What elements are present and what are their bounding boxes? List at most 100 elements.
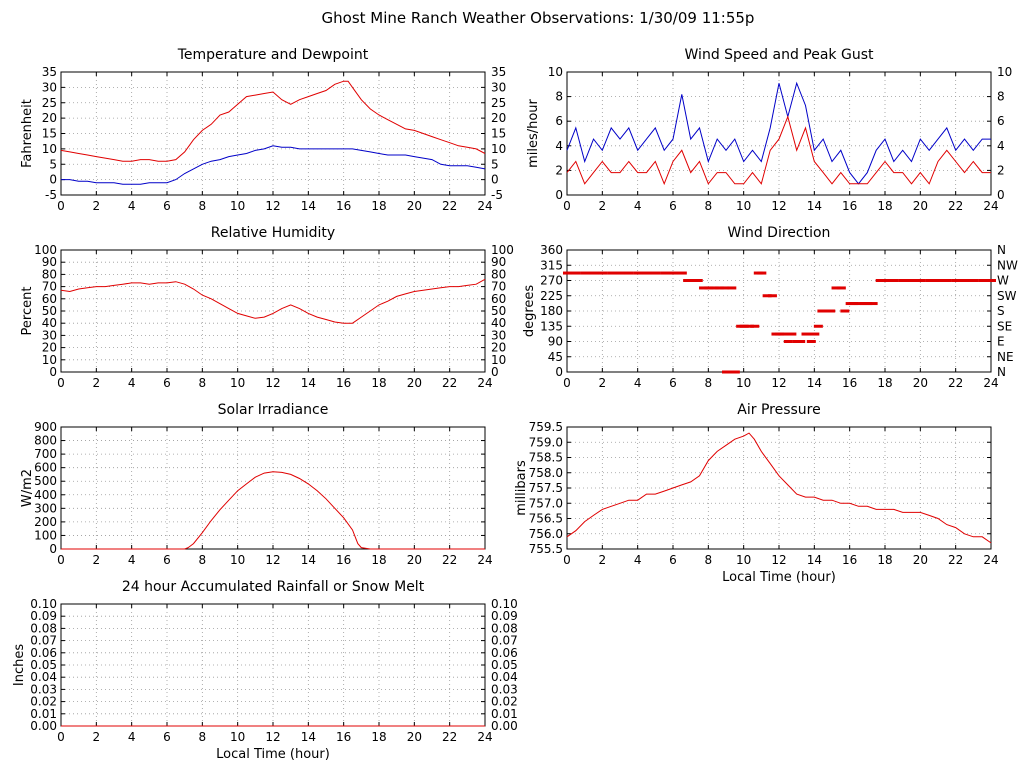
y-tick-label: 900 [34, 420, 57, 434]
y-tick-label: 0 [49, 365, 57, 379]
y-tick-label-right: SE [997, 319, 1012, 333]
y-tick-label: 100 [34, 528, 57, 542]
chart-title: Air Pressure [737, 402, 820, 418]
x-tick-label: 20 [407, 199, 422, 213]
x-tick-label: 4 [634, 199, 642, 213]
y-tick-label-right: 5 [491, 157, 499, 171]
x-tick-label: 18 [877, 553, 892, 567]
y-tick-label: 90 [548, 335, 563, 349]
chart-title: Relative Humidity [211, 225, 335, 241]
x-tick-label: 4 [634, 376, 642, 390]
chart-title: Solar Irradiance [218, 402, 329, 418]
y-tick-label: 6 [555, 114, 563, 128]
y-tick-label: 60 [42, 292, 57, 306]
x-tick-label: 0 [57, 730, 65, 744]
data-point [709, 286, 719, 290]
y-tick-label: 180 [540, 304, 563, 318]
y-tick-label: 20 [42, 341, 57, 355]
data-point [744, 324, 754, 328]
x-tick-label: 18 [371, 730, 386, 744]
data-point [813, 324, 823, 328]
x-tick-label: 10 [230, 730, 245, 744]
series-line-0 [60, 278, 486, 324]
x-tick-label: 16 [336, 376, 351, 390]
data-point [875, 279, 885, 282]
y-tick-label: 0.02 [30, 695, 57, 709]
y-tick-label-right: 0.05 [491, 658, 518, 672]
data-point [801, 332, 811, 336]
y-tick-label-right: 30 [491, 328, 506, 342]
y-tick-label-right: 10 [997, 65, 1012, 79]
x-tick-label: 14 [807, 376, 822, 390]
y-tick-label: 15 [42, 127, 57, 141]
data-point [669, 271, 678, 275]
x-tick-label: 4 [634, 553, 642, 567]
data-point [863, 302, 873, 306]
data-point [688, 279, 698, 282]
x-tick-label: 24 [477, 553, 492, 567]
y-axis-label: degrees [522, 285, 537, 338]
data-point [727, 286, 737, 290]
data-point [978, 279, 988, 282]
y-tick-label: 100 [34, 243, 57, 257]
x-tick-label: 16 [336, 199, 351, 213]
y-tick-label: 0 [555, 188, 563, 202]
x-tick-label: 18 [877, 199, 892, 213]
y-tick-label: 45 [548, 350, 563, 364]
y-tick-label: 0.03 [30, 682, 57, 696]
y-tick-label: 758.0 [529, 466, 563, 480]
data-point [987, 279, 996, 282]
x-tick-label: 16 [842, 553, 857, 567]
x-tick-label: 16 [336, 553, 351, 567]
y-tick-label-right: 0.04 [491, 670, 518, 684]
y-tick-label-right: 0.07 [491, 634, 518, 648]
y-tick-label: 80 [42, 267, 57, 281]
series-line-1 [61, 145, 486, 185]
data-point [826, 309, 836, 313]
y-tick-label-right: 80 [491, 267, 506, 281]
y-tick-label: 0.06 [30, 646, 57, 660]
y-tick-label: 500 [34, 474, 57, 488]
y-axis-label: Percent [20, 287, 35, 336]
data-point [683, 279, 693, 282]
series-line-1 [566, 115, 991, 186]
x-tick-label: 10 [230, 199, 245, 213]
x-tick-label: 24 [983, 199, 998, 213]
y-tick-label-right: W [997, 274, 1009, 288]
y-tick-label: 757.5 [529, 481, 563, 495]
data-point [714, 286, 724, 290]
y-tick-label: 0.09 [30, 609, 57, 623]
y-tick-label-right: 0.08 [491, 621, 518, 635]
data-point [598, 271, 608, 275]
x-tick-label: 8 [199, 730, 207, 744]
data-point [651, 271, 661, 275]
y-tick-label: 756.5 [529, 512, 563, 526]
x-tick-label: 22 [442, 376, 457, 390]
y-tick-label: 360 [540, 243, 563, 257]
y-tick-label: 800 [34, 434, 57, 448]
x-tick-label: 12 [771, 553, 786, 567]
x-tick-label: 24 [477, 199, 492, 213]
y-tick-label: 0.08 [30, 621, 57, 635]
x-tick-label: 24 [983, 553, 998, 567]
data-point [925, 279, 935, 282]
data-point [730, 370, 740, 374]
x-tick-label: 2 [93, 553, 101, 567]
data-point [750, 324, 760, 328]
x-tick-label: 20 [913, 199, 928, 213]
x-tick-label: 18 [371, 553, 386, 567]
x-tick-label: 6 [669, 199, 677, 213]
x-tick-label: 20 [407, 376, 422, 390]
y-tick-label-right: 10 [491, 353, 506, 367]
x-tick-label: 8 [705, 199, 713, 213]
y-tick-label-right: 6 [997, 114, 1005, 128]
y-tick-label-right: 10 [491, 142, 506, 156]
y-tick-label: 755.5 [529, 542, 563, 556]
y-tick-label-right: 0.03 [491, 682, 518, 696]
y-tick-label-right: 90 [491, 255, 506, 269]
y-tick-label-right: 0 [491, 173, 499, 187]
x-tick-label: 18 [371, 376, 386, 390]
y-tick-label-right: 0 [491, 365, 499, 379]
